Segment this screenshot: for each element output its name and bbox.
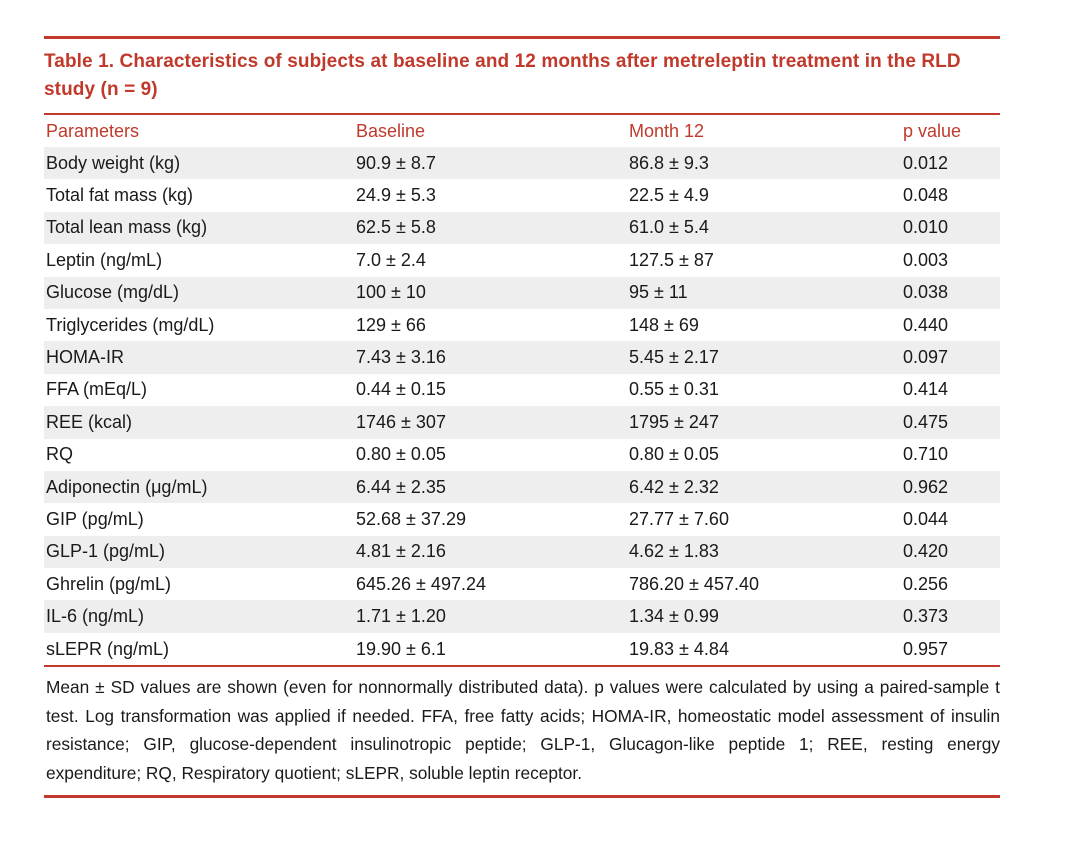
table-bottom-rule xyxy=(44,665,1000,668)
cell-parameter: IL-6 (ng/mL) xyxy=(44,600,354,633)
cell-p-value: 0.475 xyxy=(901,406,1000,439)
cell-month-12: 148 ± 69 xyxy=(629,314,699,335)
table-row: Body weight (kg) 90.9 ± 8.7 86.8 ± 9.3 0.01… xyxy=(44,147,1000,180)
cell-parameter: HOMA-IR xyxy=(44,341,354,374)
cell-p-value: 0.414 xyxy=(903,379,949,400)
table-row: Leptin (ng/mL) 7.0 ± 2.4 127.5 ± 87 0.003 xyxy=(44,244,1000,276)
cell-parameter: Body weight (kg) xyxy=(44,147,354,180)
cell-parameter: REE (kcal) xyxy=(44,406,354,439)
cell-p-value: 0.962 xyxy=(901,470,1000,504)
cell-parameter: RQ xyxy=(46,444,73,465)
cell-p-value: 0.003 xyxy=(903,249,949,270)
cell-p-value: 0.256 xyxy=(903,573,949,594)
cell-parameter: Triglycerides (mg/dL) xyxy=(46,314,215,335)
cell-baseline: 6.44 ± 2.35 xyxy=(354,470,627,504)
cell-baseline: 100 ± 10 xyxy=(354,276,627,309)
cell-month-12: 127.5 ± 87 xyxy=(629,249,714,270)
table-row: REE (kcal) 1746 ± 307 1795 ± 247 0.475 xyxy=(44,406,1000,439)
header-baseline: Baseline xyxy=(356,120,426,141)
cell-month-12: 1.34 ± 0.99 xyxy=(627,600,901,633)
cell-baseline: 645.26 ± 497.24 xyxy=(356,573,486,594)
cell-month-12: 1795 ± 247 xyxy=(627,406,901,439)
cell-baseline: 24.9 ± 5.3 xyxy=(356,185,436,206)
cell-parameter: Glucose (mg/dL) xyxy=(44,276,354,309)
table-row: Triglycerides (mg/dL) 129 ± 66 148 ± 69 0.4… xyxy=(44,309,1000,341)
header-top-rule xyxy=(44,113,1000,115)
cell-month-12: 19.83 ± 4.84 xyxy=(629,638,729,659)
table-row: Adiponectin (μg/mL) 6.44 ± 2.35 6.42 ± 2.3… xyxy=(44,470,1000,504)
cell-month-12: 786.20 ± 457.40 xyxy=(629,573,759,594)
cell-parameter: sLEPR (ng/mL) xyxy=(46,638,170,659)
header-parameters: Parameters xyxy=(46,120,140,141)
cell-month-12: 86.8 ± 9.3 xyxy=(627,147,901,180)
cell-baseline: 0.80 ± 0.05 xyxy=(356,444,446,465)
cell-p-value: 0.010 xyxy=(901,211,1000,245)
cell-month-12: 5.45 ± 2.17 xyxy=(627,341,901,374)
cell-month-12: 0.80 ± 0.05 xyxy=(629,444,719,465)
table-row: Glucose (mg/dL) 100 ± 10 95 ± 11 0.038 xyxy=(44,276,1000,309)
cell-p-value: 0.097 xyxy=(901,341,1000,374)
header-p-value: p value xyxy=(903,120,962,141)
cell-baseline: 129 ± 66 xyxy=(356,314,426,335)
cell-parameter: GIP (pg/mL) xyxy=(46,508,144,529)
cell-baseline: 52.68 ± 37.29 xyxy=(356,508,466,529)
table-header: Parameters Baseline Month 12 p value xyxy=(44,115,1000,147)
table-row: GLP-1 (pg/mL) 4.81 ± 2.16 4.62 ± 1.83 0.420 xyxy=(44,535,1000,569)
table-row: GIP (pg/mL) 52.68 ± 37.29 27.77 ± 7.60 0.04… xyxy=(44,503,1000,535)
cell-month-12: 4.62 ± 1.83 xyxy=(627,535,901,569)
cell-p-value: 0.012 xyxy=(901,147,1000,180)
table-row: sLEPR (ng/mL) 19.90 ± 6.1 19.83 ± 4.84 0.95… xyxy=(44,633,1000,665)
table-footnote: Mean ± SD values are shown (even for non… xyxy=(46,677,1000,783)
header-row: Parameters Baseline Month 12 p value xyxy=(44,115,1000,147)
cell-baseline: 19.90 ± 6.1 xyxy=(356,638,446,659)
table-body: Body weight (kg) 90.9 ± 8.7 86.8 ± 9.3 0.01… xyxy=(44,147,1000,665)
table-row: Total fat mass (kg) 24.9 ± 5.3 22.5 ± 4.9 0… xyxy=(44,179,1000,211)
table-row: Total lean mass (kg) 62.5 ± 5.8 61.0 ± 5.4… xyxy=(44,211,1000,245)
cell-p-value: 0.710 xyxy=(903,444,949,465)
cell-baseline: 62.5 ± 5.8 xyxy=(354,211,627,245)
cell-month-12: 22.5 ± 4.9 xyxy=(629,185,709,206)
cell-month-12: 61.0 ± 5.4 xyxy=(627,211,901,245)
cell-parameter: Ghrelin (pg/mL) xyxy=(46,573,172,594)
header-month-12: Month 12 xyxy=(629,120,705,141)
cell-baseline: 90.9 ± 8.7 xyxy=(354,147,627,180)
cell-baseline: 0.44 ± 0.15 xyxy=(356,379,446,400)
cell-parameter: Total lean mass (kg) xyxy=(44,211,354,245)
data-table: Parameters Baseline Month 12 p value Bod… xyxy=(44,115,1000,665)
top-rule xyxy=(44,36,1000,39)
table-container: Table 1. Characteristics of subjects at … xyxy=(44,36,1000,799)
table-row: FFA (mEq/L) 0.44 ± 0.15 0.55 ± 0.31 0.414 xyxy=(44,374,1000,406)
cell-p-value: 0.038 xyxy=(901,276,1000,309)
cell-p-value: 0.044 xyxy=(903,508,949,529)
table-row: Ghrelin (pg/mL) 645.26 ± 497.24 786.20 ± 4… xyxy=(44,568,1000,600)
cell-parameter: Leptin (ng/mL) xyxy=(46,249,163,270)
cell-baseline: 1746 ± 307 xyxy=(354,406,627,439)
table-row: HOMA-IR 7.43 ± 3.16 5.45 ± 2.17 0.097 xyxy=(44,341,1000,374)
cell-p-value: 0.048 xyxy=(903,185,949,206)
cell-baseline: 7.43 ± 3.16 xyxy=(354,341,627,374)
cell-month-12: 6.42 ± 2.32 xyxy=(627,470,901,504)
cell-p-value: 0.373 xyxy=(901,600,1000,633)
cell-baseline: 4.81 ± 2.16 xyxy=(354,535,627,569)
cell-p-value: 0.440 xyxy=(903,314,949,335)
cell-parameter: Adiponectin (μg/mL) xyxy=(44,470,354,504)
cell-parameter: GLP-1 (pg/mL) xyxy=(44,535,354,569)
cell-baseline: 1.71 ± 1.20 xyxy=(354,600,627,633)
cell-month-12: 95 ± 11 xyxy=(627,276,901,309)
table-row: RQ 0.80 ± 0.05 0.80 ± 0.05 0.710 xyxy=(44,439,1000,471)
cell-p-value: 0.957 xyxy=(903,638,949,659)
cell-parameter: Total fat mass (kg) xyxy=(46,185,194,206)
bottom-rule xyxy=(44,795,1000,799)
cell-month-12: 27.77 ± 7.60 xyxy=(629,508,729,529)
cell-p-value: 0.420 xyxy=(901,535,1000,569)
table-row: IL-6 (ng/mL) 1.71 ± 1.20 1.34 ± 0.99 0.373 xyxy=(44,600,1000,633)
cell-month-12: 0.55 ± 0.31 xyxy=(629,379,719,400)
cell-baseline: 7.0 ± 2.4 xyxy=(356,249,426,270)
table-title: Table 1. Characteristics of subjects at … xyxy=(44,51,961,100)
cell-parameter: FFA (mEq/L) xyxy=(46,379,148,400)
